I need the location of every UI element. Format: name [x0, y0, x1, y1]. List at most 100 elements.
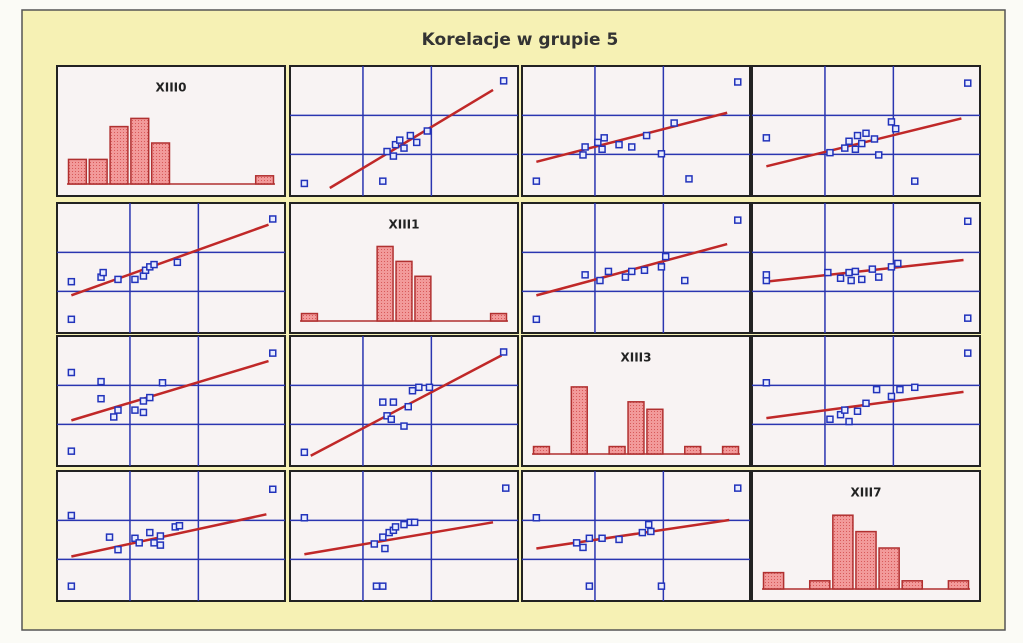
point	[499, 77, 508, 85]
point	[400, 144, 408, 152]
point	[762, 271, 771, 279]
bar	[832, 514, 854, 590]
point	[499, 348, 508, 356]
point	[97, 377, 105, 386]
point	[858, 275, 866, 284]
bar	[721, 445, 740, 455]
point	[383, 147, 391, 156]
bar	[947, 580, 970, 590]
point	[381, 544, 389, 553]
point	[638, 528, 647, 537]
point	[67, 315, 76, 324]
point	[670, 119, 678, 127]
point	[870, 135, 879, 143]
point	[887, 118, 896, 126]
point	[847, 276, 855, 285]
bar	[608, 445, 626, 455]
point	[858, 139, 866, 148]
point	[581, 271, 589, 279]
point	[67, 368, 76, 377]
point	[644, 520, 653, 529]
point	[862, 129, 870, 138]
point	[389, 398, 398, 406]
point	[400, 422, 408, 430]
point	[600, 134, 608, 142]
panels: XIII0 XIII1 XIII3 XIII7	[56, 65, 981, 602]
point	[862, 399, 870, 408]
point	[628, 267, 636, 276]
bar	[414, 275, 432, 322]
point	[762, 134, 771, 142]
point	[734, 78, 742, 86]
bar	[646, 408, 664, 455]
histogram-title: XIII0	[156, 81, 187, 95]
bar	[762, 571, 785, 590]
trend-line	[536, 111, 728, 163]
point	[598, 145, 606, 153]
point	[845, 137, 853, 146]
point	[400, 520, 408, 529]
point	[379, 177, 387, 185]
point	[389, 152, 398, 160]
point	[964, 79, 972, 87]
point	[891, 124, 900, 133]
point	[396, 136, 404, 144]
point	[406, 131, 415, 140]
point	[156, 532, 165, 540]
point	[841, 406, 849, 414]
bar	[254, 175, 275, 185]
panel	[751, 202, 981, 334]
bar	[300, 312, 319, 322]
bar	[150, 142, 171, 185]
point	[657, 150, 666, 158]
bar	[376, 245, 394, 322]
point	[67, 511, 76, 520]
point	[114, 545, 122, 554]
point	[150, 539, 158, 547]
point	[579, 543, 587, 552]
point	[851, 267, 860, 276]
point	[423, 127, 432, 135]
panel	[521, 470, 751, 602]
point	[874, 151, 883, 159]
point	[642, 131, 651, 140]
point	[391, 523, 400, 531]
point	[851, 145, 860, 153]
point	[762, 379, 771, 387]
bar	[627, 401, 645, 455]
point	[874, 273, 883, 281]
point	[173, 258, 182, 267]
point	[158, 379, 167, 387]
point	[425, 383, 434, 392]
point	[408, 386, 417, 395]
point	[836, 410, 845, 419]
point	[615, 140, 623, 149]
point	[853, 407, 862, 416]
point	[67, 582, 76, 590]
point	[110, 413, 118, 421]
point	[911, 383, 919, 392]
point	[826, 148, 834, 157]
point	[139, 397, 148, 405]
point	[67, 277, 76, 286]
point	[894, 259, 902, 268]
point	[105, 533, 114, 541]
point	[156, 541, 165, 549]
point	[615, 535, 623, 544]
trend-line	[71, 359, 269, 422]
point	[581, 143, 589, 151]
histogram-title: XIII1	[389, 218, 420, 232]
point	[845, 417, 853, 426]
point	[868, 265, 877, 273]
panel	[56, 202, 286, 334]
point	[300, 179, 309, 188]
point	[853, 131, 862, 140]
trend-line	[70, 223, 269, 297]
point	[826, 415, 834, 423]
point	[872, 385, 881, 394]
panel	[521, 65, 751, 197]
point	[594, 138, 602, 147]
point	[114, 275, 122, 284]
point	[387, 415, 396, 423]
